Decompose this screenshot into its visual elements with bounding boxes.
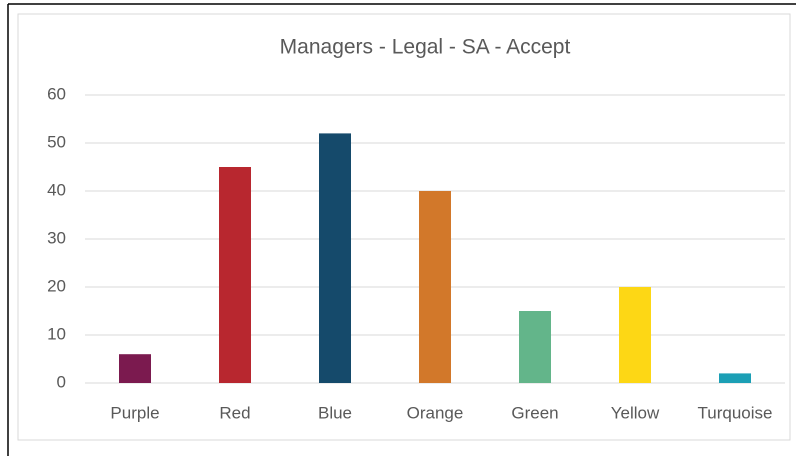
x-tick-label: Blue [318,403,352,422]
y-tick-label: 60 [47,84,66,103]
bar [219,167,251,383]
x-tick-label: Red [219,403,250,422]
x-tick-label: Orange [407,403,464,422]
bar [719,373,751,383]
x-tick-label: Purple [110,403,159,422]
y-tick-label: 50 [47,132,66,151]
chart-title: Managers - Legal - SA - Accept [280,36,571,59]
x-tick-label: Yellow [611,403,660,422]
y-tick-label: 30 [47,228,66,247]
y-tick-label: 0 [57,372,66,391]
y-tick-label: 10 [47,324,66,343]
y-tick-label: 40 [47,180,66,199]
bar [619,287,651,383]
bar [419,191,451,383]
bar [119,354,151,383]
bar [319,133,351,383]
bar [519,311,551,383]
chart-border [17,13,791,441]
x-tick-label: Turquoise [698,403,773,422]
x-tick-label: Green [511,403,558,422]
y-tick-label: 20 [47,276,66,295]
